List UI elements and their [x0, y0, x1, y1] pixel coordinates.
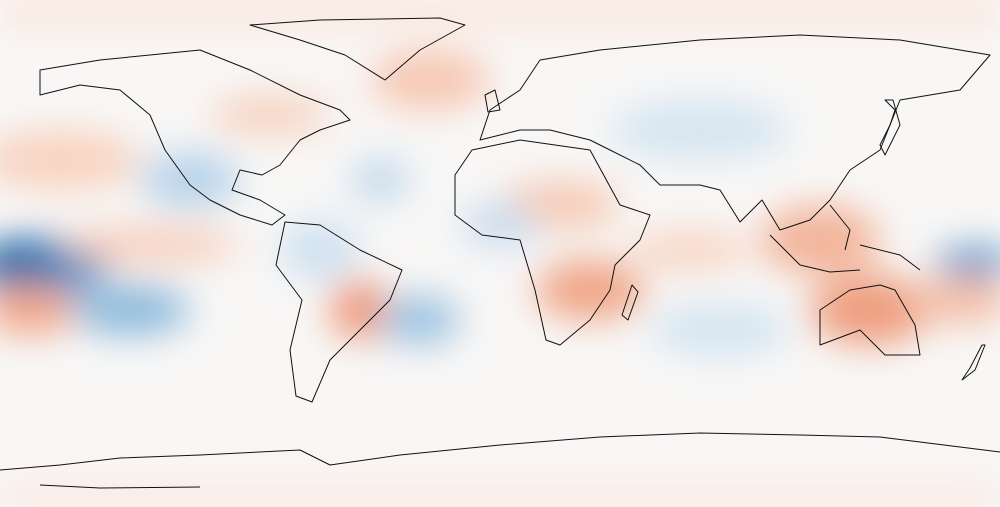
coastlines: [0, 17, 1000, 489]
madagascar: [621, 284, 639, 321]
eurasia: [479, 34, 991, 231]
south-america: [275, 221, 403, 403]
north-america: [39, 49, 351, 226]
indonesia: [769, 204, 921, 273]
japan: [879, 99, 901, 156]
britain: [484, 89, 501, 113]
greenland: [249, 17, 466, 81]
new-zealand: [961, 344, 986, 381]
antarctica: [0, 432, 1000, 489]
africa: [454, 139, 651, 346]
australia: [819, 284, 921, 356]
